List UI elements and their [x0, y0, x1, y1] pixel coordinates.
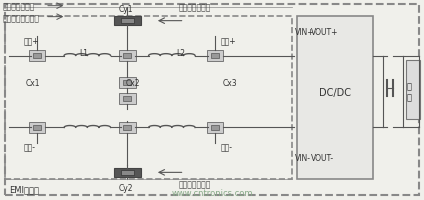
Bar — [212, 54, 219, 58]
Text: VOUT+: VOUT+ — [311, 28, 339, 37]
Text: 输入-: 输入- — [24, 142, 36, 151]
Bar — [207, 51, 223, 62]
Bar — [207, 122, 223, 133]
Bar — [405, 60, 419, 120]
Text: L2: L2 — [176, 49, 185, 58]
Bar — [123, 126, 131, 130]
Text: Cx2: Cx2 — [126, 79, 140, 88]
Bar — [121, 19, 134, 24]
Bar — [123, 54, 131, 58]
Text: Cy2: Cy2 — [118, 183, 133, 192]
Text: DC/DC: DC/DC — [318, 87, 351, 97]
Text: Cx3: Cx3 — [223, 79, 237, 88]
Text: Cy1: Cy1 — [118, 5, 133, 14]
Bar — [114, 17, 141, 26]
Bar — [5, 17, 292, 179]
Text: EMI滤波器: EMI滤波器 — [9, 185, 39, 194]
Bar — [296, 17, 373, 179]
Bar — [120, 78, 136, 89]
Text: 输入+: 输入+ — [24, 36, 39, 45]
Text: Cx1: Cx1 — [25, 79, 40, 88]
Bar — [114, 168, 141, 177]
Text: 输出+: 输出+ — [220, 36, 236, 45]
Text: 顶层共模地铺铜: 顶层共模地铺铜 — [178, 3, 211, 12]
Text: VOUT-: VOUT- — [311, 153, 335, 162]
Bar — [123, 81, 131, 85]
Text: 内电层共模地铺铜: 内电层共模地铺铜 — [3, 14, 39, 23]
Bar — [120, 51, 136, 62]
Bar — [33, 54, 41, 58]
Text: 顶层共模地铺铜: 顶层共模地铺铜 — [178, 180, 211, 189]
Bar — [120, 122, 136, 133]
Bar — [212, 126, 219, 130]
Text: VIN-: VIN- — [295, 153, 311, 162]
Bar — [28, 51, 45, 62]
Bar — [121, 170, 134, 175]
Text: 底层共模地铺铜: 底层共模地铺铜 — [3, 2, 35, 11]
Text: 负
载: 负 载 — [407, 82, 411, 102]
Bar — [33, 126, 41, 130]
Bar — [123, 97, 131, 101]
Text: www.cntronics.com: www.cntronics.com — [171, 188, 253, 197]
Bar — [28, 122, 45, 133]
Bar — [120, 94, 136, 104]
Text: 输出-: 输出- — [220, 142, 232, 151]
Text: VIN+: VIN+ — [295, 28, 315, 37]
Text: L1: L1 — [79, 49, 88, 58]
